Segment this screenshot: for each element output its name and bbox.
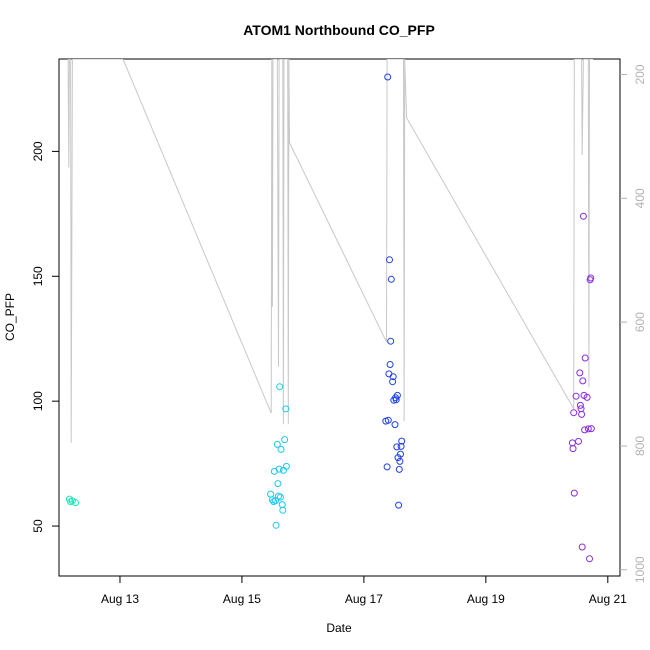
data-point — [282, 462, 290, 470]
data-point — [575, 437, 582, 445]
y2-tick-label: 600 — [633, 312, 647, 332]
data-point — [569, 445, 577, 453]
data-point — [387, 275, 395, 283]
data-point — [584, 425, 592, 433]
data-point — [398, 437, 406, 445]
data-point — [383, 463, 391, 471]
data-point — [386, 361, 394, 368]
data-point — [395, 501, 403, 509]
data-point — [274, 480, 282, 488]
x-tick-label: Aug 21 — [589, 592, 627, 606]
data-point — [282, 405, 290, 413]
x-tick-label: Aug 17 — [345, 592, 383, 606]
data-point — [570, 489, 578, 497]
data-point — [396, 457, 404, 465]
y2-axis: 200 400 600 800 1000 — [620, 64, 647, 583]
y2-tick-label: 200 — [633, 64, 647, 84]
data-point — [579, 377, 587, 385]
data-point — [389, 373, 397, 381]
data-point — [278, 501, 286, 509]
data-point — [568, 439, 576, 447]
y2-tick-label: 800 — [633, 436, 647, 456]
y-tick-label: 150 — [31, 266, 45, 286]
y-tick-label: 100 — [31, 391, 45, 411]
data-point — [587, 274, 595, 282]
data-point — [391, 421, 399, 429]
line-layer — [67, 59, 594, 443]
x-tick-label: Aug 13 — [101, 592, 139, 606]
data-point — [268, 496, 276, 504]
y-axis-label: CO_PFP — [3, 293, 17, 341]
y-tick-label: 200 — [31, 141, 45, 161]
data-point — [273, 440, 281, 448]
data-point — [578, 543, 586, 551]
plot-frame — [58, 58, 621, 577]
data-point — [276, 493, 284, 501]
data-point — [393, 443, 401, 451]
series-line — [67, 59, 594, 443]
data-point — [395, 465, 403, 473]
point-layer — [65, 73, 595, 563]
data-point — [397, 442, 405, 450]
data-point — [279, 506, 287, 514]
data-point — [384, 416, 392, 424]
data-point — [576, 369, 584, 377]
data-point — [581, 354, 589, 362]
y2-tick-label: 400 — [633, 188, 647, 208]
x-tick-label: Aug 15 — [223, 592, 261, 606]
data-point — [576, 401, 584, 409]
data-point — [579, 212, 587, 220]
data-point — [384, 73, 392, 81]
data-point — [392, 396, 400, 404]
data-point — [276, 383, 284, 391]
x-tick-label: Aug 19 — [467, 592, 505, 606]
data-point — [393, 391, 401, 399]
data-point — [587, 425, 595, 433]
x-axis-label: Date — [326, 621, 352, 635]
data-point — [72, 499, 79, 507]
y2-tick-label: 1000 — [633, 556, 647, 583]
data-point — [281, 436, 289, 444]
x-axis: Aug 13 Aug 15 Aug 17 Aug 19 Aug 21 — [101, 575, 627, 606]
y-axis: 50 100 150 200 — [31, 141, 59, 533]
data-point — [583, 393, 591, 401]
data-point — [272, 521, 280, 529]
data-point — [389, 378, 397, 386]
data-point — [385, 370, 393, 378]
chart-title: ATOM1 Northbound CO_PFP — [243, 22, 435, 38]
data-point — [397, 450, 404, 458]
data-point — [277, 445, 285, 453]
data-point — [386, 256, 393, 264]
data-point — [275, 465, 283, 473]
data-point — [570, 409, 578, 417]
data-point — [572, 392, 580, 400]
data-point — [267, 490, 275, 498]
y-tick-label: 50 — [31, 519, 45, 533]
data-point — [578, 410, 586, 418]
data-point — [387, 337, 395, 345]
data-point — [586, 555, 593, 563]
data-point — [581, 426, 589, 434]
